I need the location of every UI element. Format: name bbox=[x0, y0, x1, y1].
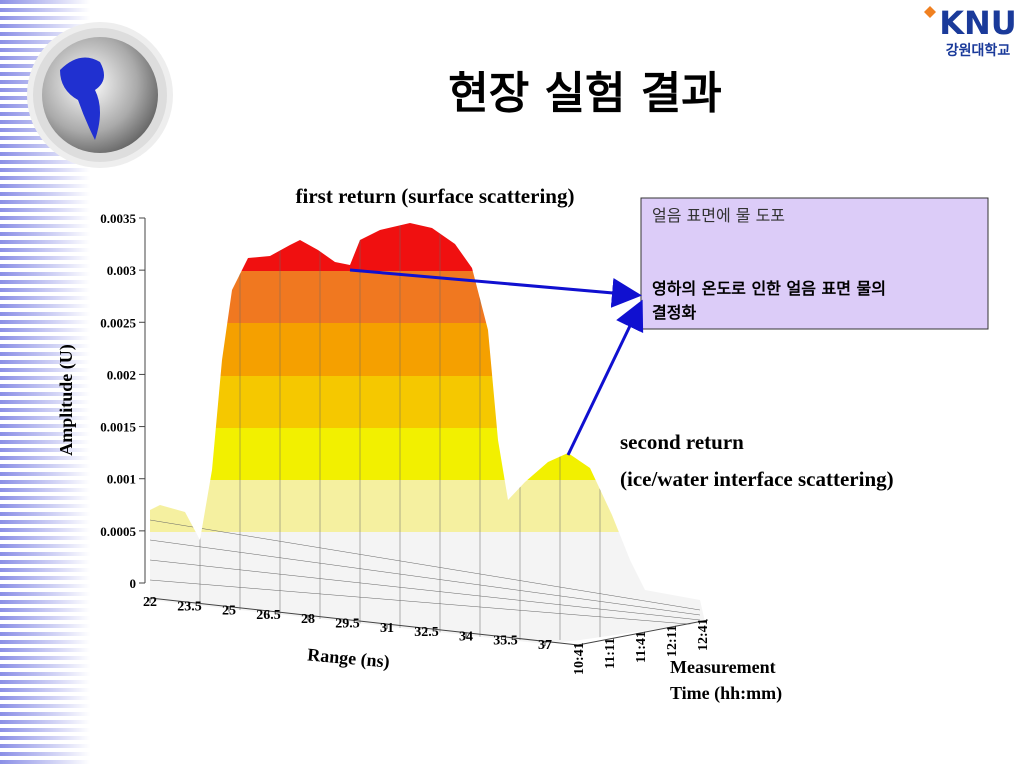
logo-text: KNU bbox=[939, 4, 1017, 42]
x-tick-label: 34 bbox=[459, 629, 473, 644]
x-axis-label: Range (ns) bbox=[306, 644, 390, 672]
arrow bbox=[349, 268, 642, 308]
z-tick-label: 0.0015 bbox=[100, 420, 136, 435]
z-tick-label: 0.002 bbox=[107, 367, 136, 382]
x-tick-label: 28 bbox=[301, 612, 315, 627]
y-tick-label: 11:41 bbox=[634, 631, 649, 663]
z-tick-label: 0.003 bbox=[107, 263, 137, 278]
callout-body: 영하의 온도로 인한 얼음 표면 물의 bbox=[652, 279, 886, 298]
x-tick-label: 22 bbox=[143, 595, 157, 610]
x-tick-label: 31 bbox=[380, 621, 394, 636]
z-axis-label: Amplitude (U) bbox=[56, 344, 77, 456]
globe-land bbox=[60, 57, 104, 140]
z-tick-label: 0.001 bbox=[107, 472, 136, 487]
z-tick-label: 0.0005 bbox=[100, 524, 136, 539]
surface bbox=[150, 223, 705, 644]
logo-mark bbox=[924, 6, 936, 18]
x-tick-label: 37 bbox=[538, 638, 552, 653]
y-axis-label: Time (hh:mm) bbox=[670, 683, 782, 704]
slide-title: 현장 실험 결과 bbox=[448, 68, 722, 119]
annotation: (ice/water interface scattering) bbox=[620, 467, 894, 491]
callout-title: 얼음 표면에 물 도포 bbox=[652, 206, 785, 225]
x-tick-label: 25 bbox=[222, 604, 236, 619]
z-tick-label: 0.0025 bbox=[100, 315, 136, 330]
logo-subtitle: 강원대학교 bbox=[946, 42, 1011, 59]
x-tick-label: 32.5 bbox=[414, 625, 439, 640]
z-tick-label: 0 bbox=[130, 576, 137, 591]
arrow bbox=[566, 299, 644, 456]
chart-title: first return (surface scattering) bbox=[296, 184, 575, 208]
callout-body: 결정화 bbox=[652, 303, 696, 322]
y-tick-label: 12:11 bbox=[665, 625, 680, 657]
globe bbox=[42, 37, 158, 153]
x-axis bbox=[149, 597, 579, 646]
x-tick-label: 26.5 bbox=[256, 608, 281, 623]
callout-box bbox=[640, 197, 989, 330]
y-tick-label: 12:41 bbox=[696, 618, 711, 651]
x-tick-label: 35.5 bbox=[493, 634, 518, 649]
y-axis-label: Measurement bbox=[670, 657, 776, 677]
y-axis bbox=[577, 619, 709, 646]
annotation: second return bbox=[620, 430, 744, 454]
x-tick-label: 29.5 bbox=[335, 617, 360, 632]
y-tick-label: 11:11 bbox=[603, 638, 618, 669]
y-tick-label: 10:41 bbox=[572, 642, 587, 675]
z-tick-label: 0.0035 bbox=[100, 211, 136, 226]
x-tick-label: 23.5 bbox=[177, 599, 202, 614]
